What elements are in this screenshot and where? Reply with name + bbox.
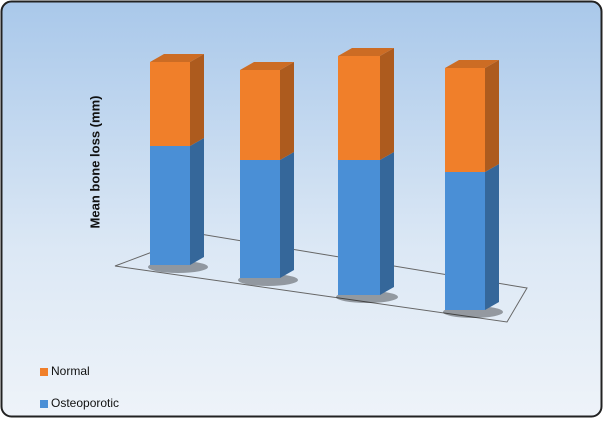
bar <box>150 146 190 265</box>
bar <box>445 68 485 172</box>
y-axis-label: Mean bone loss (mm) <box>87 96 102 229</box>
bar-side <box>485 60 499 172</box>
bar-side <box>280 62 294 160</box>
legend-label: Normal <box>51 364 90 378</box>
legend-swatch <box>40 368 48 376</box>
bar <box>338 160 380 295</box>
bar-side <box>380 48 394 160</box>
bar <box>338 56 380 160</box>
bar-side <box>190 54 204 146</box>
bar-top <box>240 62 294 70</box>
bar <box>240 160 280 278</box>
bar-side <box>485 164 499 310</box>
bar-side <box>280 152 294 278</box>
legend-swatch <box>40 400 48 408</box>
bar-top <box>338 48 394 56</box>
bar <box>240 70 280 160</box>
bar <box>150 62 190 146</box>
legend-label: Osteoporotic <box>51 396 119 410</box>
bar-top <box>150 54 204 62</box>
bar-top <box>445 60 499 68</box>
bar <box>445 172 485 310</box>
bar-side <box>380 152 394 295</box>
bar-side <box>190 138 204 265</box>
